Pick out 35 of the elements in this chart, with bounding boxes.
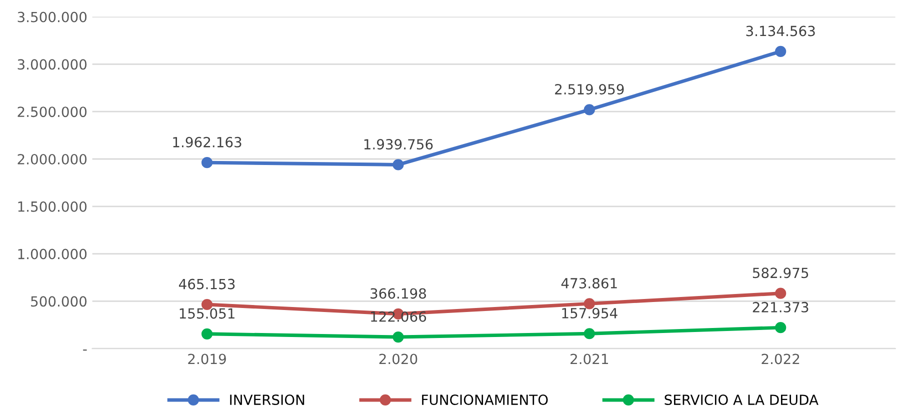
legend-label: FUNCIONAMIENTO	[422, 394, 548, 406]
y-tick-label: 3.000.000	[18, 59, 87, 70]
point	[775, 46, 786, 57]
data-label: 2.519.959	[555, 84, 624, 95]
point	[584, 328, 595, 340]
data-label: 473.861	[561, 278, 617, 288]
data-label: 465.153	[178, 278, 235, 290]
point	[775, 288, 786, 299]
data-label: 1.962.163	[173, 136, 242, 148]
y-tick-label: 2.500.000	[18, 106, 87, 118]
data-label: 366.198	[370, 288, 426, 299]
y-tick-label: 1.000.000	[18, 248, 87, 260]
legend-label: SERVICIO A LA DEUDA	[664, 394, 818, 406]
point	[392, 159, 404, 170]
data-label: 582.975	[752, 268, 808, 278]
point	[775, 322, 786, 334]
data-label: 157.954	[562, 308, 618, 318]
point	[201, 328, 213, 340]
y-tick-label: 500.000	[31, 296, 87, 307]
point	[392, 331, 404, 343]
data-label: 3.134.563	[746, 26, 815, 36]
x-tick-label: 2.020	[379, 354, 418, 364]
y-tick-label: 1.500.000	[18, 201, 87, 212]
y-tick-label: -	[83, 350, 87, 351]
x-tick-label: 2.021	[570, 354, 608, 364]
x-tick-label: 2.022	[762, 354, 800, 364]
data-label: 221.373	[752, 302, 808, 312]
point	[584, 104, 595, 116]
data-label: 155.051	[180, 308, 234, 319]
y-tick-label: 3.500.000	[18, 12, 87, 22]
point	[201, 157, 213, 168]
data-label: 1.939.756	[364, 139, 433, 150]
x-tick-label: 2.019	[188, 354, 226, 364]
legend-label: INVERSION	[230, 394, 304, 406]
y-tick-label: 2.000.000	[18, 154, 87, 164]
